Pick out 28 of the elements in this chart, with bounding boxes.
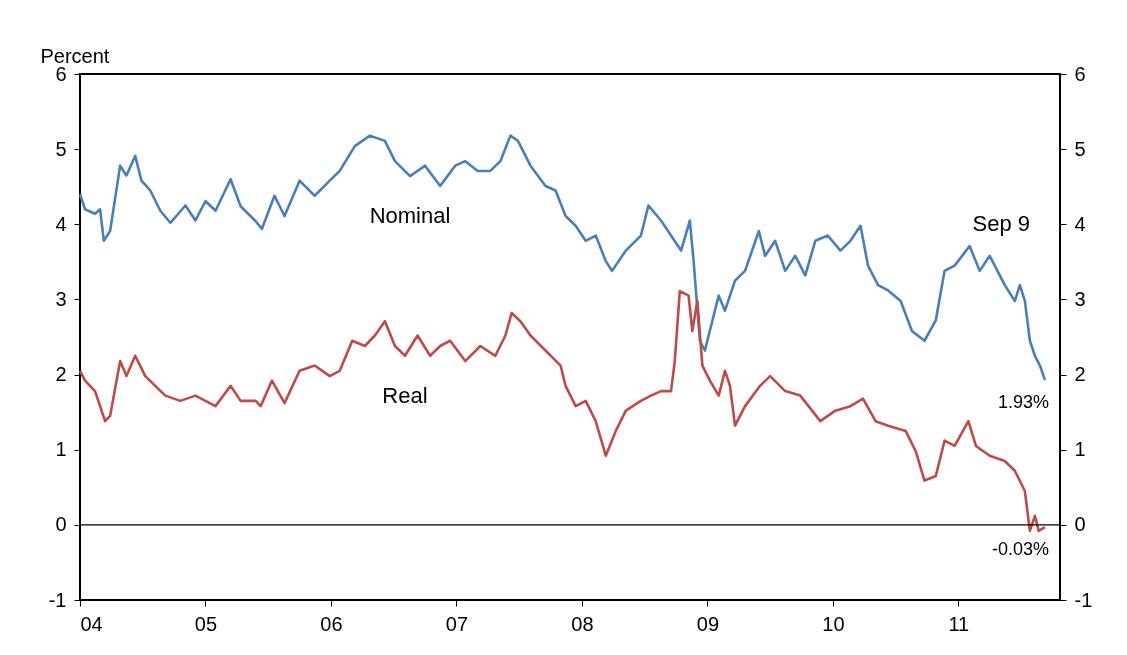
y-tick-label: 4 <box>55 212 67 235</box>
series-label: Nominal <box>369 203 451 229</box>
y-tick-label: -1 <box>48 588 67 611</box>
y2-tick-label: 3 <box>1074 287 1086 310</box>
x-tick-label: 09 <box>696 612 720 635</box>
y2-tick-label: -1 <box>1074 588 1093 611</box>
y2-tick-label: 1 <box>1074 438 1086 461</box>
series-label: Real <box>382 382 428 408</box>
y-tick-label: 5 <box>55 137 67 160</box>
x-tick-label: 04 <box>80 612 103 635</box>
y2-tick-label: 4 <box>1074 212 1086 235</box>
y2-tick-label: 6 <box>1074 62 1086 85</box>
y-tick-label: 0 <box>55 513 67 536</box>
x-tick-label: 06 <box>320 612 343 635</box>
y2-tick-label: 0 <box>1074 513 1086 536</box>
y2-tick-label: 2 <box>1074 363 1086 386</box>
x-tick-label: 08 <box>571 612 594 635</box>
annotation: Sep 9 <box>972 211 1030 236</box>
y-tick-label: 3 <box>55 287 67 310</box>
annotation: 1.93% <box>997 391 1049 412</box>
x-tick-label: 10 <box>822 612 845 635</box>
y-tick-label: 2 <box>55 363 67 386</box>
annotation: -0.03% <box>991 539 1049 560</box>
x-tick-label: 11 <box>948 612 970 635</box>
y2-tick-label: 5 <box>1074 137 1086 160</box>
x-tick-label: 07 <box>445 612 469 635</box>
y-tick-label: 1 <box>55 438 67 461</box>
x-tick-label: 05 <box>194 612 218 635</box>
